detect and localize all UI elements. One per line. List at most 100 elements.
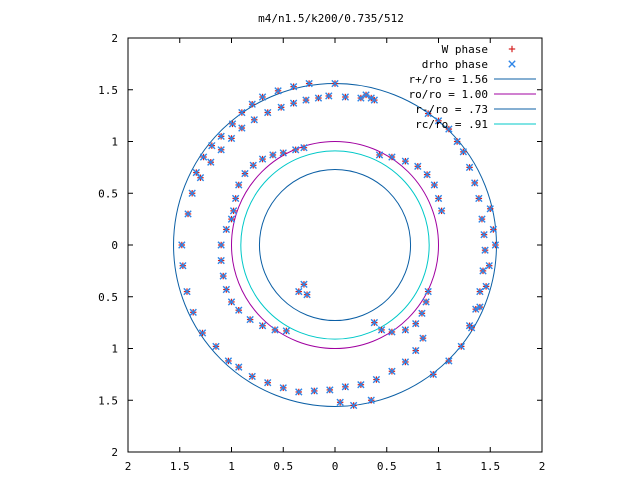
- drho-phase-point: [198, 329, 207, 337]
- drho-phase-point: [476, 303, 484, 311]
- drho-phase-point: [375, 151, 384, 159]
- drho-phase-point: [249, 161, 257, 169]
- drho-phase-point: [485, 262, 493, 270]
- drho-phase-point: [412, 346, 420, 355]
- drho-phase-point: [377, 326, 386, 334]
- x-tick-label: 0.5: [377, 460, 397, 473]
- legend-label: ro/ro = 1.00: [409, 88, 488, 101]
- legend-entry: r+/ro = 1.56: [409, 73, 536, 86]
- drho-phase-point: [367, 396, 375, 404]
- drho-phase-point: [188, 189, 196, 197]
- drho-phase-point: [489, 225, 498, 234]
- drho-phase-point: [229, 207, 238, 215]
- drho-phase-point: [472, 305, 480, 313]
- x-tick-label: 1.5: [170, 460, 190, 473]
- drho-phase-point: [388, 153, 396, 161]
- drho-phase-point: [424, 287, 432, 296]
- drho-phase-point: [326, 386, 334, 394]
- drho-phase-point: [357, 381, 365, 389]
- drho-phase-point: [300, 280, 308, 289]
- x-tick-label: 1: [435, 460, 442, 473]
- drho-phase-point: [199, 153, 208, 161]
- drho-phase-point: [423, 170, 431, 179]
- drho-phase-point: [227, 215, 236, 223]
- drho-phase-point: [434, 117, 443, 125]
- chart-title: m4/n1.5/k200/0.735/512: [258, 12, 404, 25]
- drho-phase-point: [231, 194, 240, 203]
- drho-phase-point: [277, 103, 285, 112]
- drho-phase-point: [341, 383, 350, 391]
- drho-phase-point: [367, 94, 375, 102]
- drho-phase-point: [282, 327, 291, 335]
- drho-phase-point: [241, 169, 249, 178]
- legend-entry: rc/ro = .91: [415, 118, 536, 131]
- drho-phase-point: [258, 93, 267, 101]
- drho-phase-point: [264, 108, 272, 117]
- drho-phase-point: [453, 137, 461, 146]
- drho-phase-point: [227, 134, 236, 143]
- drho-phase-point: [303, 290, 311, 299]
- drho-phase-point: [362, 91, 370, 99]
- legend-marker: [508, 60, 516, 68]
- x-tick-label: 2: [539, 460, 546, 473]
- drho-phase-point: [291, 146, 300, 154]
- drho-phase-point: [467, 324, 476, 332]
- drho-phase-point: [184, 210, 192, 218]
- drho-phase-point: [471, 179, 479, 187]
- drho-phase-point: [305, 79, 313, 88]
- drho-phase-point: [434, 194, 443, 203]
- drho-phase-point: [300, 144, 308, 152]
- x-tick-label: 1.5: [480, 460, 500, 473]
- y-tick-label: 1.5: [98, 84, 118, 97]
- drho-phase-point: [212, 342, 220, 351]
- drho-phase-point: [479, 267, 487, 275]
- drho-phase-point: [424, 109, 432, 118]
- drho-phase-point: [295, 388, 303, 396]
- legend-label: rc/ro = .91: [415, 118, 488, 131]
- drho-phase-point: [429, 370, 438, 379]
- legend-label: W phase: [442, 43, 488, 56]
- circle-3: [240, 150, 430, 340]
- legend-label: r+/ro = 1.56: [409, 73, 488, 86]
- drho-phase-point: [482, 282, 490, 291]
- drho-phase-point: [341, 93, 350, 101]
- drho-phase-point: [219, 272, 227, 280]
- drho-phase-point: [271, 326, 279, 334]
- drho-phase-point: [419, 334, 427, 342]
- legend-entry: ro/ro = 1.00: [409, 88, 536, 101]
- drho-phase-point: [246, 315, 254, 324]
- drho-phase-point: [192, 168, 201, 177]
- drho-phase-point: [357, 94, 365, 102]
- drho-phase-point: [235, 363, 243, 371]
- drho-phase-point: [264, 378, 272, 387]
- drho-phase-point: [183, 287, 191, 296]
- drho-phase-point: [279, 384, 287, 392]
- drho-phase-point: [478, 215, 486, 223]
- drho-phase-point: [222, 225, 231, 234]
- drho-phase-point: [475, 194, 483, 203]
- circle-2: [258, 168, 412, 322]
- y-tick-label: 1.5: [98, 394, 118, 407]
- drho-phase-point: [310, 387, 318, 395]
- drho-phase-point: [476, 287, 484, 296]
- drho-phase-point: [274, 87, 282, 95]
- drho-phase-point: [388, 367, 396, 375]
- drho-phase-point: [279, 149, 287, 157]
- drho-phase-point: [250, 116, 258, 124]
- y-tick-label: 2: [111, 32, 118, 45]
- drho-phase-point: [414, 162, 422, 171]
- drho-phase-point: [480, 230, 488, 239]
- legend: W phase drho phase r+/ro = 1.56 ro/ro = 1.0…: [409, 43, 536, 131]
- drho-phase-point: [388, 328, 396, 336]
- drho-phase-point: [217, 241, 225, 249]
- y-tick-label: 1: [111, 343, 118, 356]
- drho-phase-point: [302, 96, 310, 104]
- drho-phase-point: [430, 181, 439, 189]
- legend-label: drho phase: [422, 58, 488, 71]
- drho-phase-point: [486, 205, 494, 213]
- drho-phase-point: [445, 125, 453, 133]
- drho-phase-point: [491, 241, 500, 249]
- legend-entry: W phase: [442, 43, 516, 56]
- x-tick-label: 0: [332, 460, 339, 473]
- drho-phase-point: [349, 401, 358, 410]
